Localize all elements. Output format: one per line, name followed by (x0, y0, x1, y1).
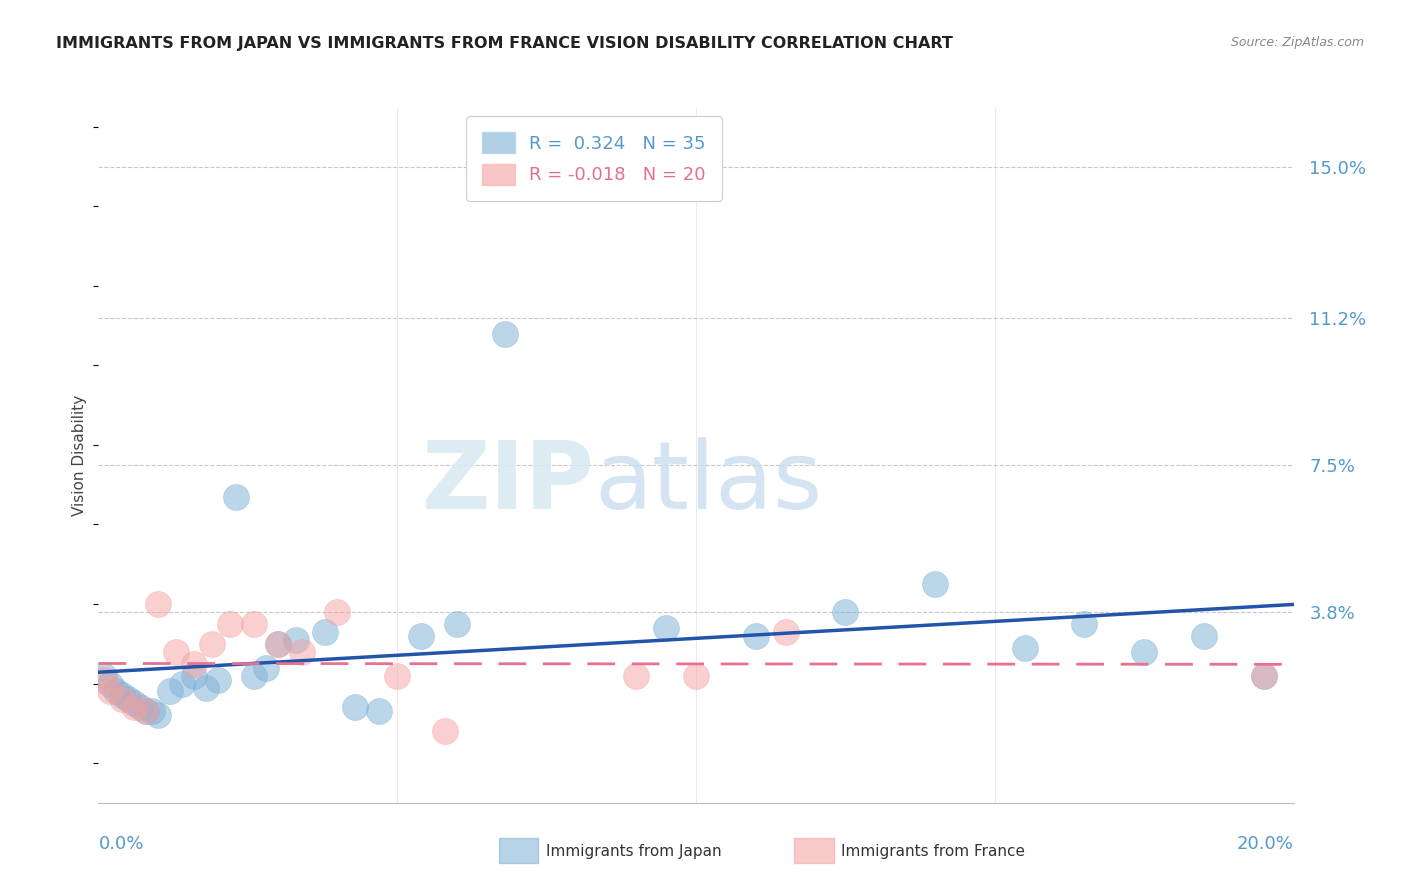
Point (254, 660, 277, 674)
Point (148, 597, 170, 611)
Text: atlas: atlas (595, 437, 823, 529)
Point (111, 689, 134, 703)
Point (135, 704, 157, 718)
Point (124, 700, 146, 714)
Point (1253, 668, 1275, 682)
Text: Immigrants from Japan: Immigrants from Japan (546, 845, 721, 859)
Text: Source: ZipAtlas.com: Source: ZipAtlas.com (1230, 36, 1364, 49)
Point (243, 668, 266, 682)
Point (105, 684, 128, 698)
Point (385, 668, 409, 682)
Point (411, 629, 433, 643)
Point (1253, 668, 1275, 682)
Point (655, 621, 678, 635)
Point (195, 681, 218, 695)
Point (183, 657, 205, 671)
Point (207, 673, 229, 687)
Point (446, 616, 468, 631)
Point (924, 577, 946, 591)
Text: Immigrants from France: Immigrants from France (841, 845, 1025, 859)
Point (745, 629, 768, 643)
Point (124, 697, 146, 711)
Point (685, 668, 707, 682)
Point (183, 668, 205, 682)
Text: 20.0%: 20.0% (1237, 835, 1294, 853)
Point (434, 724, 457, 739)
Point (111, 692, 134, 706)
Point (834, 605, 856, 619)
Point (1133, 645, 1156, 659)
Point (148, 708, 170, 723)
Text: IMMIGRANTS FROM JAPAN VS IMMIGRANTS FROM FRANCE VISION DISABILITY CORRELATION CH: IMMIGRANTS FROM JAPAN VS IMMIGRANTS FROM… (56, 36, 953, 51)
Point (1192, 629, 1215, 643)
Y-axis label: Vision Disability: Vision Disability (72, 394, 87, 516)
Point (117, 692, 139, 706)
Point (243, 616, 266, 631)
Point (775, 624, 797, 639)
Point (93, 673, 115, 687)
Point (284, 632, 307, 647)
Point (219, 616, 242, 631)
Text: 0.0%: 0.0% (98, 835, 143, 853)
Point (1073, 616, 1095, 631)
Point (201, 637, 224, 651)
Point (626, 668, 648, 682)
Legend: R =  0.324   N = 35, R = -0.018   N = 20: R = 0.324 N = 35, R = -0.018 N = 20 (465, 116, 721, 201)
Point (129, 700, 152, 714)
Point (267, 637, 290, 651)
Point (326, 605, 349, 619)
Point (165, 645, 187, 659)
Point (172, 676, 194, 690)
Point (159, 684, 181, 698)
Point (93, 668, 115, 682)
Point (344, 700, 367, 714)
Point (368, 704, 391, 718)
Text: ZIP: ZIP (422, 437, 595, 529)
Point (267, 637, 290, 651)
Point (315, 624, 337, 639)
Point (225, 490, 247, 504)
Point (135, 704, 157, 718)
Point (141, 704, 163, 718)
Point (100, 684, 122, 698)
Point (494, 326, 516, 341)
Point (1014, 640, 1036, 655)
Point (100, 676, 122, 690)
Point (291, 645, 314, 659)
